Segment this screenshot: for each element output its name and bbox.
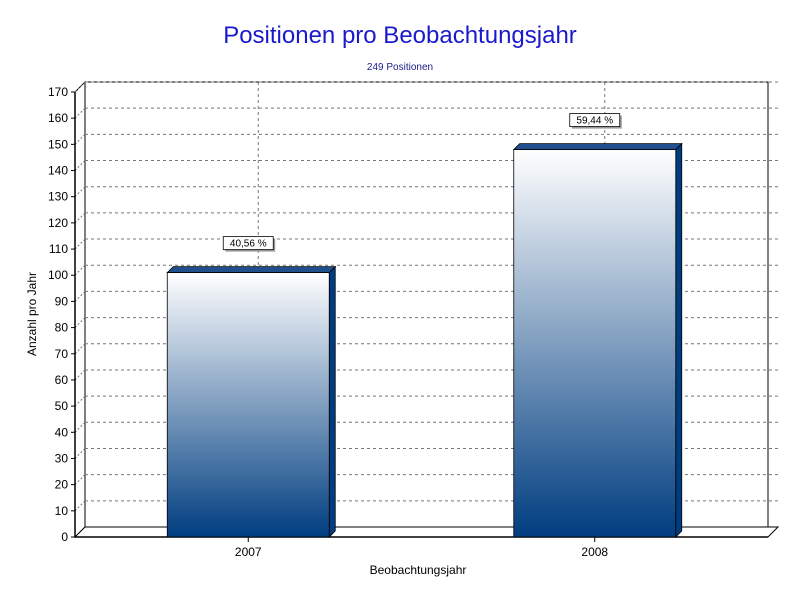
data-label-text: 40,56 % xyxy=(230,239,267,250)
bar-side xyxy=(675,142,683,538)
y-tick-label: 140 xyxy=(48,164,68,178)
y-tick-label: 20 xyxy=(55,478,69,492)
y-tick-label: 150 xyxy=(48,137,68,151)
data-label: 40,56 % xyxy=(222,236,276,252)
chart-title: Positionen pro Beobachtungsjahr xyxy=(223,22,577,49)
bar xyxy=(513,149,677,538)
bar-top xyxy=(166,266,337,274)
data-label-box xyxy=(569,113,621,127)
y-tick-label: 170 xyxy=(48,85,68,99)
y-tick-label: 130 xyxy=(48,190,68,204)
data-label-text: 59,44 % xyxy=(576,116,613,127)
plot-left-wall xyxy=(74,80,86,539)
bar-top xyxy=(512,143,683,150)
y-tick-label: 100 xyxy=(48,268,68,282)
y-tick-label: 0 xyxy=(61,530,68,544)
y-tick-label: 50 xyxy=(55,399,69,413)
y-tick-label: 160 xyxy=(48,111,68,125)
y-tick-label: 120 xyxy=(48,216,68,230)
y-tick-label: 30 xyxy=(55,451,69,465)
y-tick-label: 110 xyxy=(49,242,68,256)
y-tick-label: 40 xyxy=(55,425,69,439)
y-tick-label: 80 xyxy=(55,321,69,335)
y-axis-title: Anzahl pro Jahr xyxy=(25,272,39,356)
x-axis-title: Beobachtungsjahr xyxy=(370,563,467,577)
x-tick-label: 2007 xyxy=(235,545,262,559)
chart-subtitle: 249 Positionen xyxy=(366,62,434,73)
bar-side xyxy=(328,265,336,538)
data-label-box xyxy=(222,236,274,251)
data-label: 59,44 % xyxy=(569,113,622,129)
y-tick-label: 10 xyxy=(55,504,69,518)
y-tick-label: 60 xyxy=(55,373,69,387)
y-tick-label: 70 xyxy=(55,347,69,361)
x-tick-label: 2008 xyxy=(581,545,608,559)
bar xyxy=(166,272,330,538)
y-tick-label: 90 xyxy=(55,294,69,308)
